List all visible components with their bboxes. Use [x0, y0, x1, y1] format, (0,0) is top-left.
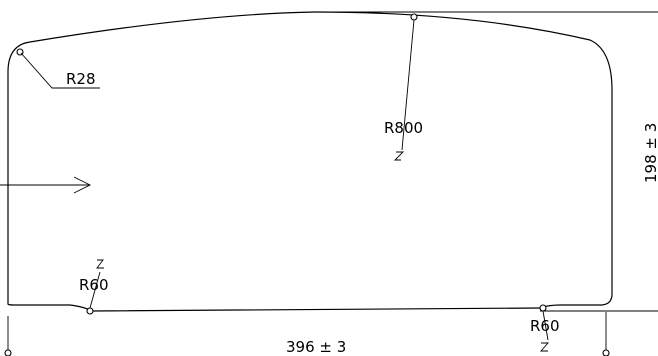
- height-dimension-label: 198 ± 3: [642, 123, 658, 183]
- r60-right-leader: [542, 310, 549, 341]
- width-terminator-right: [602, 349, 610, 356]
- r60-right-break-symbol: [540, 342, 549, 352]
- r60-left-marker: [86, 307, 94, 315]
- r60-left-break-symbol: [96, 259, 104, 269]
- direction-arrow-head: [73, 176, 92, 194]
- width-dimension-label: 396 ± 3: [286, 338, 346, 356]
- r60-left-leader: [89, 271, 101, 309]
- part-outline: [7, 11, 613, 312]
- r28-label: R28: [66, 70, 96, 88]
- r800-label: R800: [384, 119, 423, 137]
- r28-leader: [20, 52, 100, 89]
- r800-break-symbol: [393, 151, 405, 161]
- r800-marker: [410, 13, 418, 21]
- width-terminator-left: [4, 349, 12, 356]
- r60-right-label: R60: [530, 317, 560, 335]
- r800-leader: [401, 19, 415, 151]
- r60-left-label: R60: [79, 276, 109, 294]
- r60-right-marker: [539, 304, 547, 312]
